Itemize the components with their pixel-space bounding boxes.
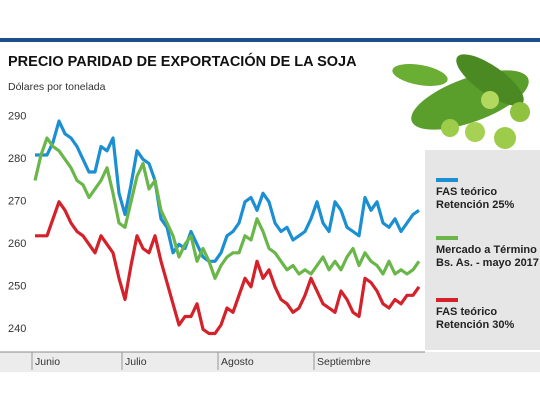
y-tick-label: 250: [8, 281, 26, 293]
legend-item: FAS teórico Retención 25%: [436, 178, 540, 212]
legend-swatch: [436, 178, 458, 182]
series-line: [33, 136, 421, 280]
y-tick-label: 280: [8, 153, 26, 165]
y-tick-label: 240: [8, 323, 26, 335]
legend-swatch: [436, 236, 458, 240]
series-line: [35, 200, 421, 336]
x-tick-label: Septiembre: [317, 356, 371, 368]
legend-item: Mercado a Término Bs. As. - mayo 2017: [436, 236, 540, 270]
top-rule: [0, 38, 540, 42]
legend-swatch: [436, 298, 458, 302]
x-tick-label: Agosto: [221, 356, 254, 368]
soybean-illustration: [392, 54, 530, 149]
legend-panel: [425, 150, 540, 350]
chart-title: PRECIO PARIDAD DE EXPORTACIÓN DE LA SOJA: [8, 52, 357, 70]
x-axis-band: [0, 352, 540, 372]
series-line: [35, 119, 420, 263]
y-tick-label: 270: [8, 196, 26, 208]
y-axis-label: Dólares por tonelada: [8, 81, 106, 93]
y-tick-label: 290: [8, 111, 26, 123]
x-tick-label: Junio: [35, 356, 60, 368]
legend-label: FAS teórico Retención 25%: [436, 186, 515, 211]
x-tick-label: Julio: [125, 356, 147, 368]
legend-item: FAS teórico Retención 30%: [436, 298, 540, 332]
y-tick-label: 260: [8, 238, 26, 250]
legend-label: FAS teórico Retención 30%: [436, 306, 515, 331]
legend-label: Mercado a Término Bs. As. - mayo 2017: [436, 244, 539, 269]
